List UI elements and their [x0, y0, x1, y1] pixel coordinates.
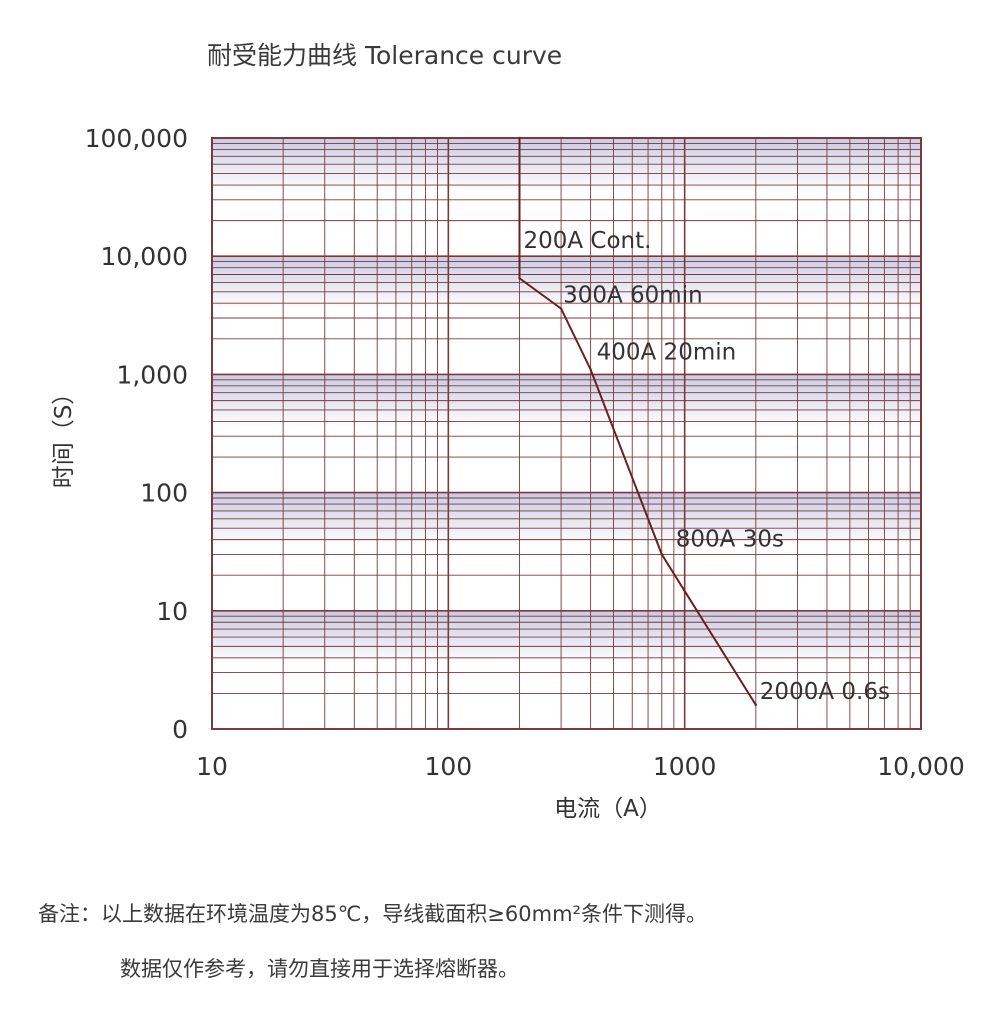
curve-point — [518, 277, 521, 280]
curve-annotation: 200A Cont. — [523, 228, 651, 254]
footnote-line-1: 备注：以上数据在环境温度为85℃，导线截面积≥60mm²条件下测得。 — [38, 902, 707, 926]
x-tick-label: 100 — [424, 752, 472, 781]
y-tick-label: 1,000 — [116, 360, 188, 389]
tolerance-curve-chart: 200A Cont. 300A 60min 400A 20min 800A 30s 20… — [51, 124, 965, 822]
curve-point — [754, 703, 758, 707]
curve-point — [518, 136, 521, 140]
plot-band — [212, 610, 921, 729]
curve-point — [660, 553, 663, 556]
plot-band — [212, 374, 921, 493]
y-tick-label: 10 — [156, 597, 188, 626]
footnote-line-2: 数据仅作参考，请勿直接用于选择熔断器。 — [120, 957, 519, 981]
y-axis-title: 时间（S） — [51, 382, 77, 489]
x-axis-title: 电流（A） — [554, 796, 662, 822]
curve-annotation: 300A 60min — [563, 283, 703, 309]
x-tick-label: 10,000 — [877, 752, 964, 781]
tolerance-curve-line — [518, 138, 757, 706]
plot-band — [212, 138, 921, 257]
curve-annotation: 2000A 0.6s — [760, 679, 890, 705]
y-tick-label: 100 — [140, 479, 188, 508]
plot-band — [212, 492, 921, 611]
chart-title: 耐受能力曲线 Tolerance curve — [207, 41, 563, 70]
y-tick-label: 0 — [172, 715, 188, 744]
y-tick-label: 10,000 — [101, 242, 188, 271]
y-tick-label: 100,000 — [85, 124, 188, 153]
x-tick-label: 10 — [196, 752, 228, 781]
curve-annotation: 400A 20min — [597, 340, 737, 366]
curve-point — [559, 307, 563, 310]
curve-annotation: 800A 30s — [676, 526, 784, 552]
x-tick-label: 1000 — [653, 752, 717, 781]
plot-frame — [211, 137, 922, 730]
curve-point — [589, 368, 592, 371]
plot-band — [212, 256, 921, 375]
